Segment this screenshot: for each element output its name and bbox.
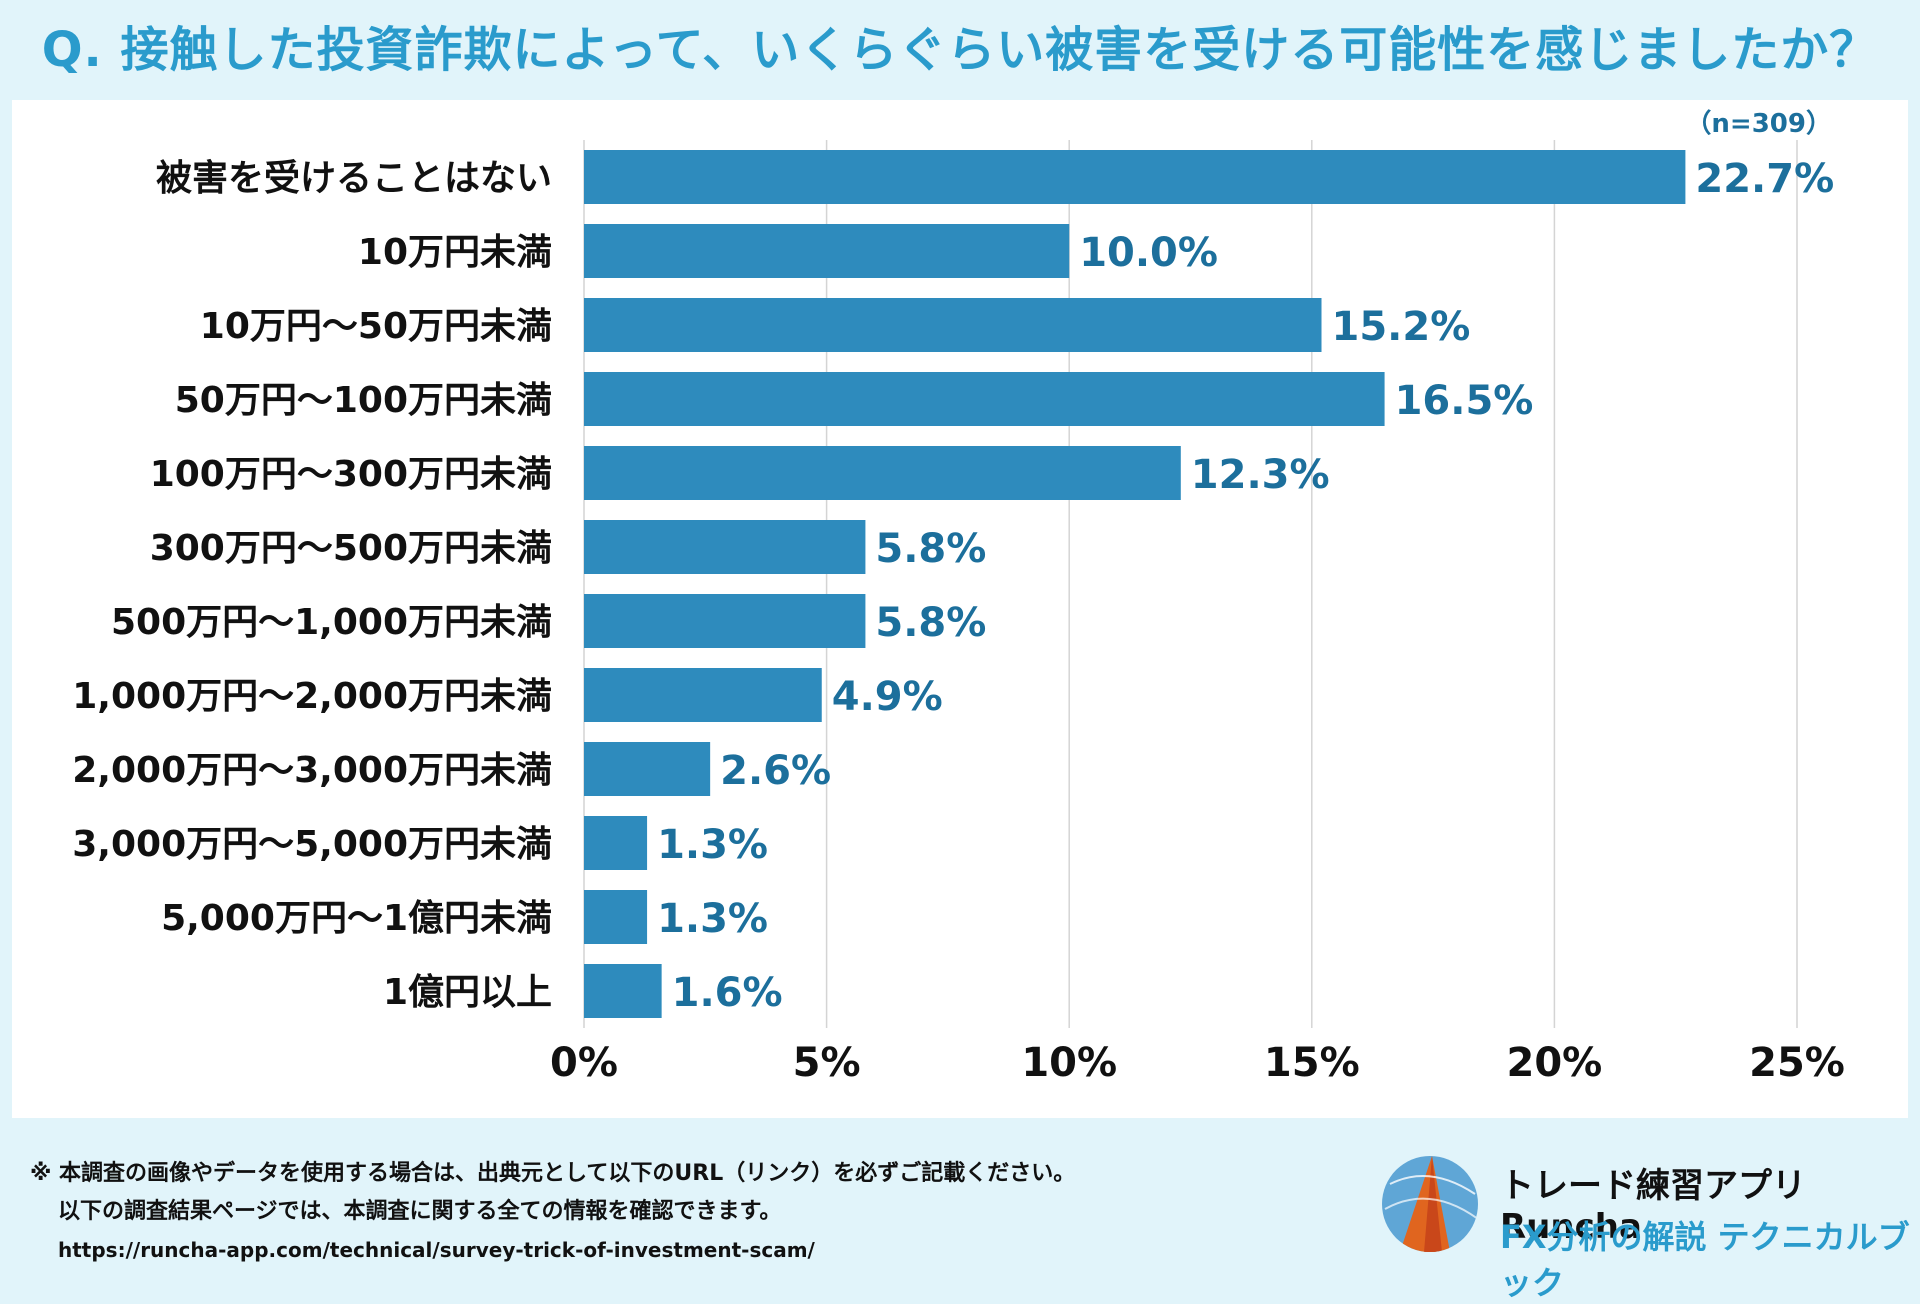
value-label: 12.3% [1191,452,1330,498]
bar [584,742,711,796]
bar [584,372,1385,426]
x-tick-label: 25% [1749,1040,1845,1086]
value-label: 1.3% [657,896,768,942]
category-label: 3,000万円～5,000万円未満 [72,824,552,865]
value-label: 5.8% [875,526,986,572]
value-label: 5.8% [875,600,986,646]
value-label: 16.5% [1395,378,1534,424]
footer-note: ※ 本調査の画像やデータを使用する場合は、出典元として以下のURL（リンク）を必… [30,1155,1330,1269]
source-url-link[interactable]: https://runcha-app.com/technical/survey-… [58,1238,815,1262]
category-label: 300万円～500万円未満 [150,528,552,569]
footer-note-line2: 以下の調査結果ページでは、本調査に関する全ての情報を確認できます。 [58,1199,782,1224]
category-label: 100万円～300万円未満 [150,454,552,495]
bar [584,964,662,1018]
brand-name: トレード練習アプリ Runcha [1500,1166,1806,1247]
x-tick-label: 15% [1264,1040,1360,1086]
footer-note-line1: ※ 本調査の画像やデータを使用する場合は、出典元として以下のURL（リンク）を必… [30,1161,1076,1186]
x-tick-label: 10% [1021,1040,1117,1086]
category-label: 2,000万円～3,000万円未満 [72,750,552,791]
category-label: 10万円未満 [358,232,552,273]
category-label: 1億円以上 [383,972,552,1013]
category-label: 50万円～100万円未満 [175,380,552,421]
brand-tagline: FX分析の解説 テクニカルブック [1500,1218,1910,1302]
bar [584,890,648,944]
bar [584,150,1686,204]
brand-block: トレード練習アプリ Runcha FX分析の解説 テクニカルブック [1380,1140,1910,1302]
value-label: 22.7% [1695,156,1834,202]
value-label: 1.6% [672,970,783,1016]
bar [584,668,822,722]
sample-size-label: （n=309） [1685,109,1832,139]
runcha-logo-icon [1382,1156,1478,1252]
category-label: 500万円～1,000万円未満 [111,602,552,643]
bar [584,446,1181,500]
x-tick-label: 5% [793,1040,861,1086]
x-tick-label: 0% [550,1040,618,1086]
bar [584,816,648,870]
category-label: 被害を受けることはない [156,158,552,199]
category-label: 10万円～50万円未満 [200,306,552,347]
value-label: 1.3% [657,822,768,868]
value-label: 10.0% [1079,230,1218,276]
category-label: 5,000万円～1億円未満 [161,898,552,939]
chart-panel: 0% 5% 10% 15% 20% 25% （n=309） 被害を受けることはない 22.7% 1… [12,100,1908,1118]
value-label: 4.9% [832,674,943,720]
chart-title: Q. 接触した投資詐欺によって、いくらぐらい被害を受ける可能性を感じましたか？ [41,22,1879,78]
bar [584,594,866,648]
value-label: 15.2% [1332,304,1471,350]
bar [584,298,1322,352]
bar [584,520,866,574]
bar [584,224,1070,278]
category-label: 1,000万円～2,000万円未満 [72,676,552,717]
bar-chart: 0% 5% 10% 15% 20% 25% （n=309） 被害を受けることはない 22.7% 1… [72,109,1845,1086]
value-label: 2.6% [720,748,831,794]
x-tick-label: 20% [1507,1040,1603,1086]
